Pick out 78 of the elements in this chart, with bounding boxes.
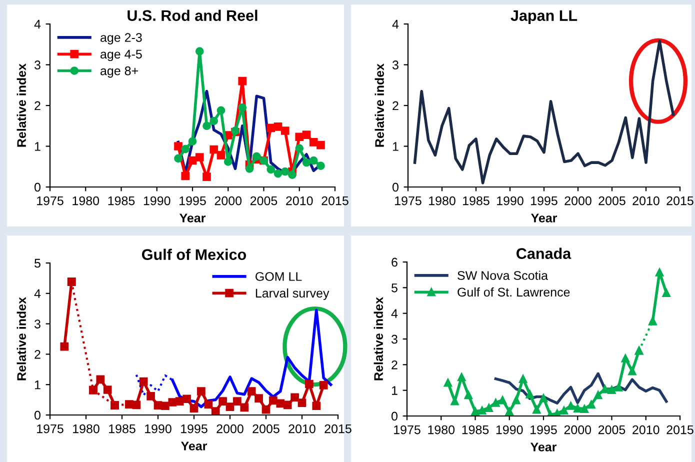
x-axis-title: Year [531,214,558,222]
chart-title: Japan LL [510,10,578,24]
chart-title: Gulf of Mexico [142,248,246,260]
y-tick-label: 0 [392,412,398,421]
x-tick-label: 1975 [394,425,420,434]
legend-label: age 2-3 [100,33,142,44]
x-tick-label: 1985 [109,424,136,434]
x-tick-label: 2000 [216,424,244,434]
x-tick-label: 2010 [632,425,660,434]
y-axis-title: Relative index [374,64,384,147]
y-tick-label: 3 [392,60,398,70]
y-tick-label: 4 [391,309,398,318]
x-tick-label: 2005 [598,425,626,434]
x-tick-label: 1995 [530,425,557,434]
y-tick-label: 2 [392,360,398,370]
x-tick-label: 1995 [181,424,208,434]
x-tick-label: 1975 [37,424,64,434]
y-tick-label: 1 [34,380,40,390]
x-tick-label: 1990 [144,196,170,206]
y-tick-label: 0 [392,182,398,192]
y-tick-label: 0 [34,410,40,420]
y-tick-label: 2 [34,101,40,110]
x-tick-label: 2005 [250,196,278,206]
x-tick-label: 1990 [496,425,523,434]
legend-label: age 4-5 [100,50,142,62]
x-tick-label: 1990 [145,424,172,434]
x-tick-label: 1985 [462,425,489,434]
y-axis-title: Relative index [16,64,26,147]
legend-label: Gulf of St. Lawrence [458,287,570,297]
x-tick-label: 1980 [429,196,456,206]
y-tick-label: 6 [392,258,398,267]
y-tick-label: 0 [34,182,40,192]
chart-title: U.S. Rod and Reel [128,10,258,21]
legend-label: age 8+ [100,66,138,78]
x-tick-label: 1980 [72,196,100,206]
x-tick-label: 2010 [288,424,316,434]
y-tick-label: 4 [392,20,399,29]
y-tick-label: 1 [392,142,398,151]
x-tick-label: 2000 [564,196,592,206]
x-tick-label: 1995 [180,196,206,206]
x-tick-label: 2015 [322,196,348,206]
x-tick-label: 1980 [73,424,100,434]
legend-label: Larval survey [256,288,330,300]
x-tick-label: 2010 [286,196,313,206]
y-tick-label: 5 [34,258,40,268]
x-axis-title: Year [530,442,557,452]
x-tick-label: 1985 [463,196,490,206]
x-tick-label: 1985 [108,196,135,206]
x-tick-label: 1990 [497,196,524,206]
y-axis-title: Relative index [374,297,383,380]
x-axis-title: Year [181,442,208,450]
y-axis-title: Relative index [16,297,26,380]
x-tick-label: 2015 [324,424,352,434]
x-tick-label: 2015 [666,196,694,206]
x-tick-label: 1975 [37,196,64,206]
x-tick-label: 2010 [632,196,660,206]
y-tick-label: 2 [34,350,40,359]
x-tick-label: 1980 [428,425,455,434]
y-tick-label: 4 [34,20,41,29]
x-axis-title: Year [180,214,206,222]
y-tick-label: 3 [34,320,40,328]
chart-title: Canada [516,248,572,259]
x-tick-label: 2000 [564,425,592,434]
y-tick-label: 4 [34,289,41,298]
x-tick-label: 2000 [214,196,242,206]
x-tick-label: 2005 [252,424,280,434]
x-tick-label: 2005 [598,196,626,206]
x-tick-label: 1975 [395,196,422,206]
y-tick-label: 3 [392,334,398,344]
legend-label: GOM LL [256,272,302,281]
y-tick-label: 5 [392,284,398,292]
y-tick-label: 3 [34,60,40,70]
y-tick-label: 1 [392,386,398,395]
y-tick-label: 2 [392,101,398,110]
x-tick-label: 2015 [666,425,694,434]
legend-label: SW Nova Scotia [458,270,548,280]
x-tick-label: 1995 [531,196,558,206]
y-tick-label: 1 [34,142,40,151]
